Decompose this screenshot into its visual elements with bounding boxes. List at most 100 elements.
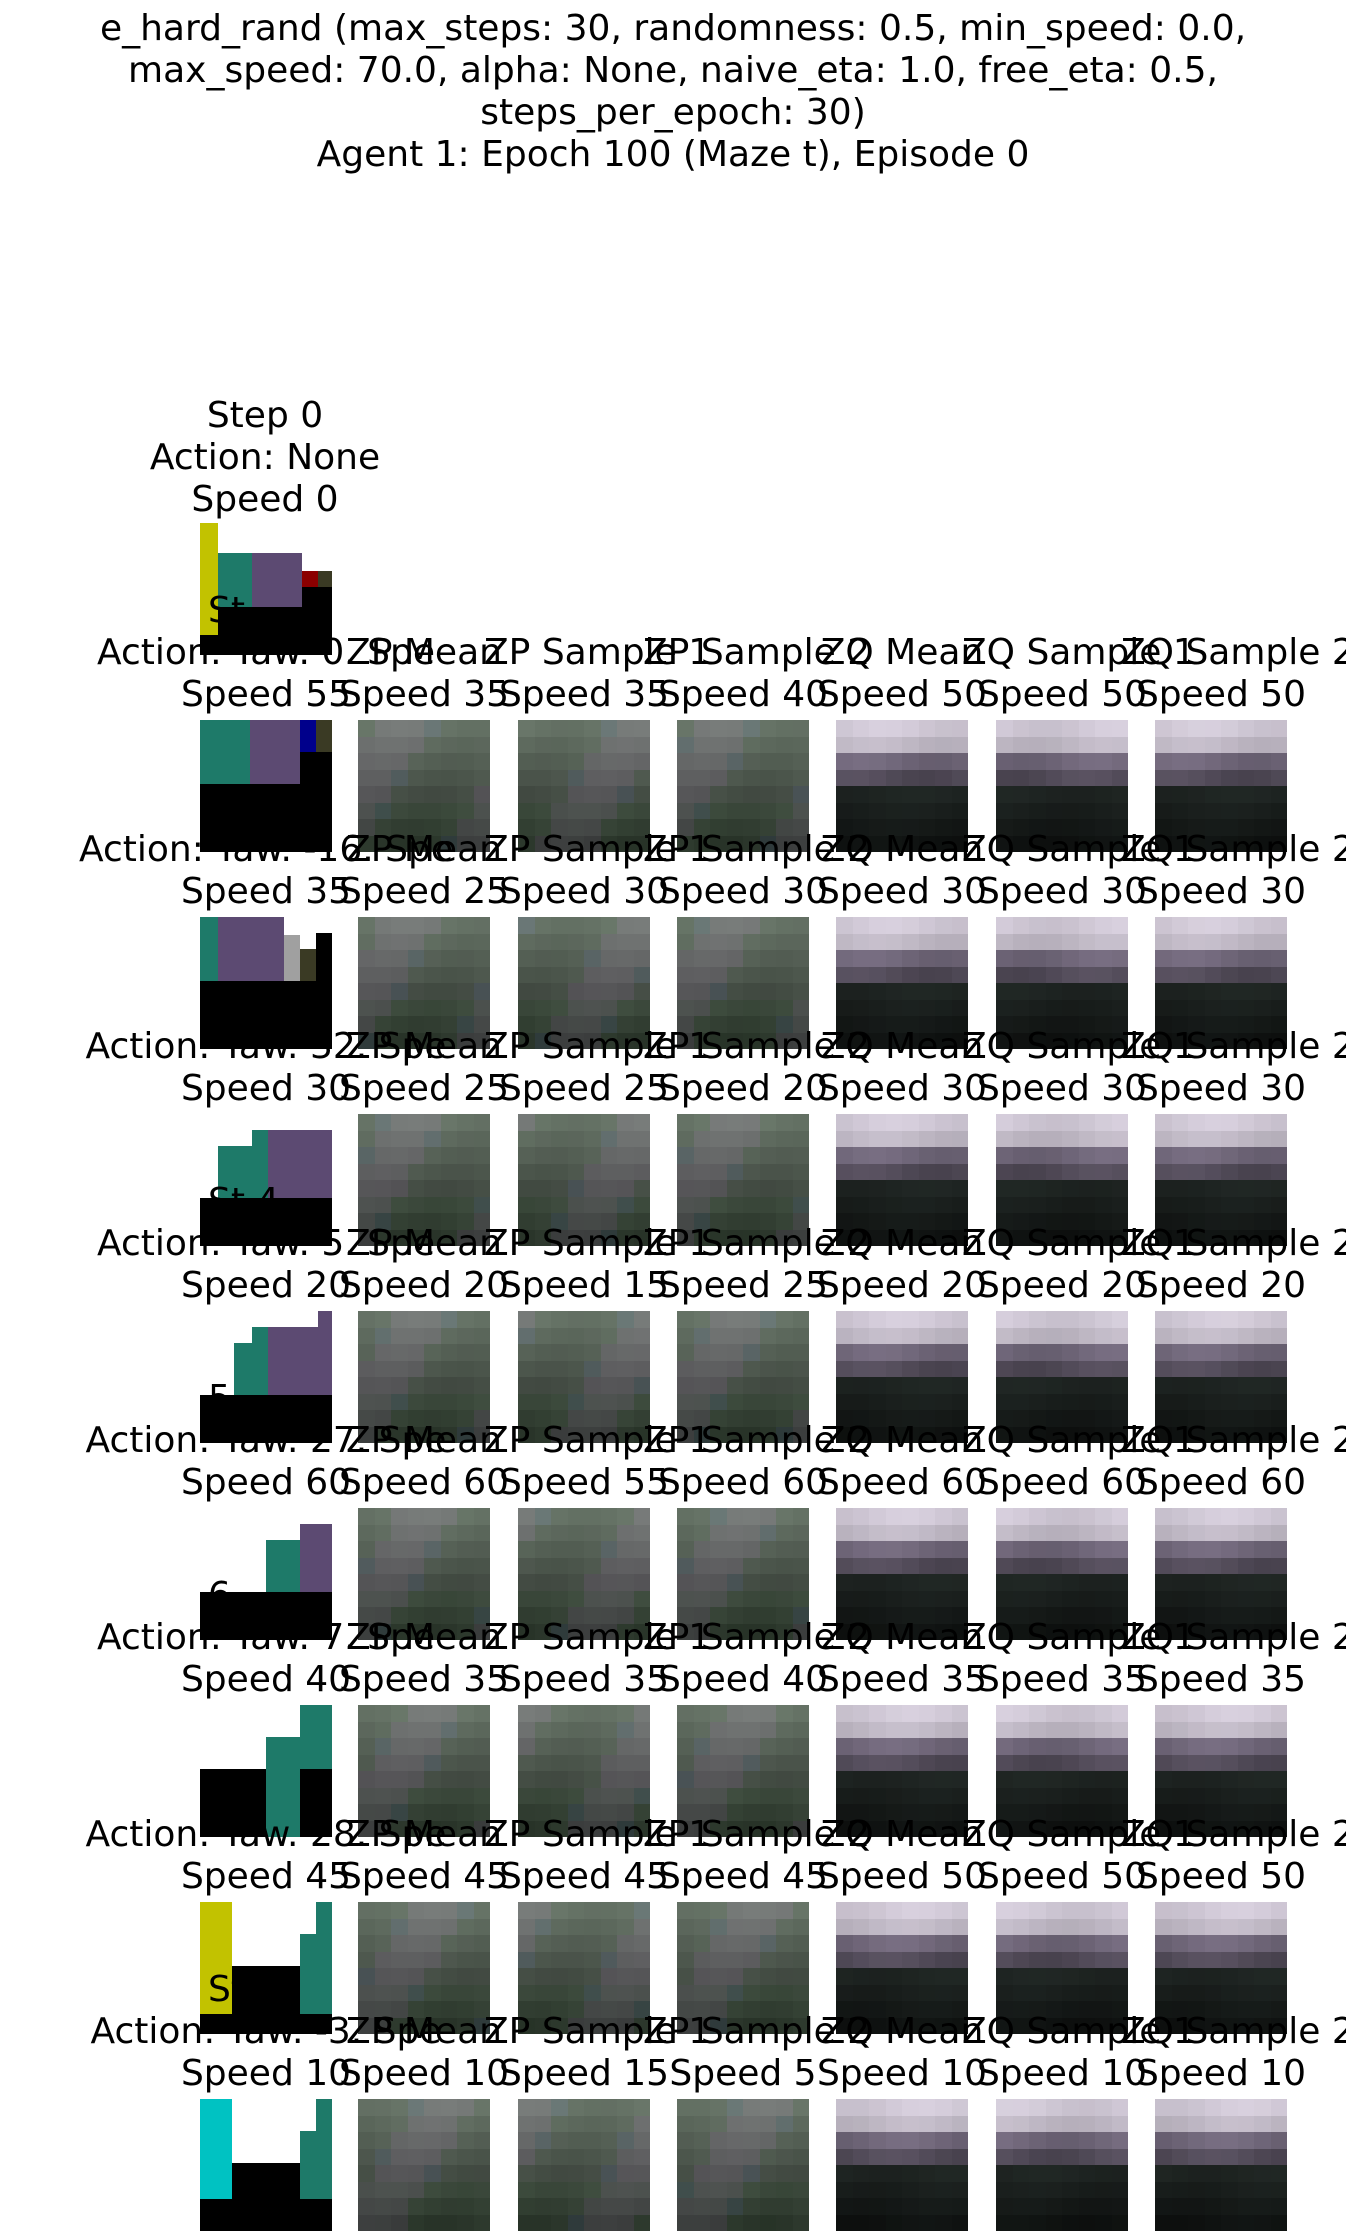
pixel [951,786,968,803]
pixel [935,1771,952,1788]
pixel [407,1130,424,1147]
pixel [1155,999,1172,1016]
pixel [424,1410,441,1427]
pixel [996,2214,1013,2231]
pixel [424,1344,441,1361]
pixel [1111,2099,1128,2116]
pixel [693,1426,710,1443]
pixel [996,1935,1013,1952]
pixel [391,720,408,737]
pixel [633,720,650,737]
prediction-speed-label: Speed 50 [1135,1856,1307,1897]
pixel [407,2115,424,2132]
pixel [693,1557,710,1574]
pixel [358,1393,375,1410]
pixel [836,2099,853,2116]
pixel [551,2214,568,2231]
pixel [1204,1951,1221,1968]
pixel [951,1754,968,1771]
prediction-label: ZQ Sample 2 [1121,1814,1346,1855]
pixel [693,1787,710,1804]
pixel [391,2017,408,2034]
pixel [1254,1623,1271,1640]
pixel [710,802,727,819]
pixel [726,753,743,770]
pixel [1029,1344,1046,1361]
pixel [584,1016,601,1033]
zq-prediction-image [1155,1508,1287,1640]
pixel [852,1196,869,1213]
pixel [457,1984,474,2001]
pixel [677,2115,694,2132]
pixel [440,2099,457,2116]
zp-prediction-image [358,1902,490,2034]
pixel [792,1114,809,1131]
pixel [584,1114,601,1131]
prediction-speed-label: Speed 30 [498,871,670,912]
pixel [1045,736,1062,753]
pixel [457,1935,474,1952]
pixel [551,2181,568,2198]
pixel [918,2017,935,2034]
pixel [473,1721,490,1738]
pixel [600,2165,617,2182]
pixel [1012,2001,1029,2018]
pixel [1095,1771,1112,1788]
pixel [1171,2132,1188,2149]
pixel [869,769,886,786]
prediction-label: ZP Sample 1 [484,829,712,870]
pixel [534,2001,551,2018]
pixel [407,1590,424,1607]
pixel [677,1984,694,2001]
pixel [1029,1508,1046,1525]
pixel [551,1705,568,1722]
pixel [693,2017,710,2034]
pixel [1045,835,1062,852]
observation-image: St [200,720,332,852]
pixel [1111,1426,1128,1443]
pixel [776,2017,793,2034]
pixel [424,1623,441,1640]
pixel [1188,1377,1205,1394]
pixel [902,999,919,1016]
pixel [792,1721,809,1738]
pixel [1062,2115,1079,2132]
pixel [852,2148,869,2165]
pixel [633,802,650,819]
pixel [407,1721,424,1738]
pixel [617,1902,634,1919]
pixel [918,1705,935,1722]
pixel [1078,1771,1095,1788]
pixel [551,2001,568,2018]
pixel [440,1705,457,1722]
prediction-label: ZP Sample 1 [484,1223,712,1264]
pixel [1204,1705,1221,1722]
pixel [743,917,760,934]
pixel [1095,1327,1112,1344]
pixel [551,1016,568,1033]
zq-prediction-image [996,1705,1128,1837]
pixel [1254,1951,1271,1968]
pixel [1270,2115,1287,2132]
pixel [1062,966,1079,983]
pixel [693,1590,710,1607]
pixel [440,835,457,852]
prediction-label: ZP Mean [346,1814,502,1855]
pixel [792,2214,809,2231]
pixel [584,1508,601,1525]
pixel [710,753,727,770]
pixel [358,1557,375,1574]
pixel [584,1130,601,1147]
pixel [633,1393,650,1410]
pixel [633,2148,650,2165]
pixel [902,2165,919,2182]
pixel [518,1918,535,1935]
pixel [1155,835,1172,852]
pixel [374,1918,391,1935]
pixel [1111,1935,1128,1952]
pixel [1254,819,1271,836]
pixel [885,2198,902,2215]
pixel [1062,1016,1079,1033]
pixel [1254,1016,1271,1033]
pixel [918,1804,935,1821]
